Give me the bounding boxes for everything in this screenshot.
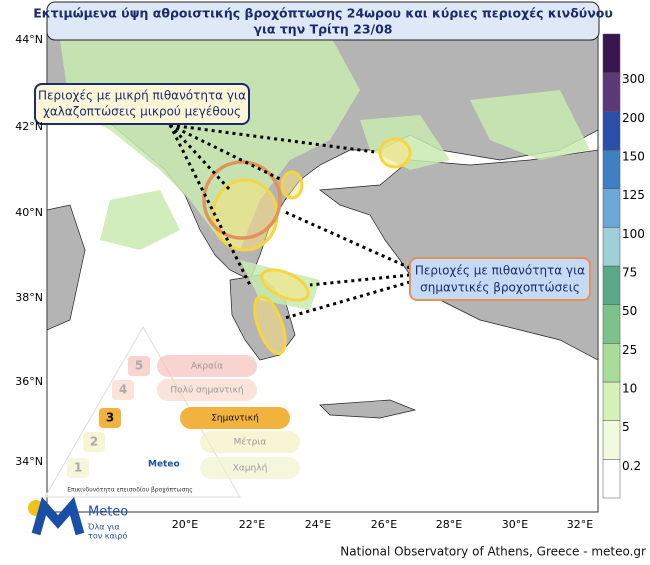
lon-label: 22°E	[239, 518, 265, 531]
lon-label: 20°E	[172, 518, 198, 531]
lon-label: 26°E	[371, 518, 397, 531]
risk-label: Μέτρια	[234, 437, 267, 448]
lat-label: 42°N	[15, 120, 43, 133]
colorbar-label: 10	[622, 382, 637, 396]
lat-label: 40°N	[15, 206, 43, 219]
colorbar-label: 200	[622, 111, 645, 125]
risk-number-box	[67, 458, 89, 478]
annotation-box	[409, 257, 591, 301]
annotation-box	[34, 83, 250, 125]
title: Εκτιμώμενα ύψη αθροιστικής βροχόπτωσης 2…	[33, 6, 613, 21]
risk-number: 5	[135, 359, 143, 373]
lon-label: 32°E	[567, 518, 593, 531]
risk-number: 3	[106, 411, 114, 425]
risk-brand: Meteo	[148, 460, 180, 470]
colorbar-label: 100	[622, 227, 645, 241]
risk-label: Χαμηλή	[233, 464, 268, 474]
risk-number-box	[83, 432, 105, 452]
colorbar-band	[602, 304, 621, 344]
risk-outline	[202, 160, 282, 240]
colorbar-label: 0.2	[622, 459, 641, 473]
risk-number-box	[128, 356, 150, 376]
lon-label: 28°E	[436, 518, 462, 531]
annotation: σημαντικές βροχοπτώσεις	[420, 281, 580, 295]
risk-number-box	[99, 408, 121, 428]
risk-label: Πολύ σημαντική	[170, 385, 243, 396]
colorbar-band	[602, 72, 621, 112]
colorbar-band	[602, 111, 621, 151]
risk-pill	[157, 355, 257, 377]
colorbar-band	[602, 343, 621, 383]
annotation: Περιοχές με μικρή πιθανότητα για	[38, 89, 246, 103]
risk-label: Σημαντική	[211, 414, 259, 424]
lat-label: 36°N	[15, 375, 43, 388]
logo	[28, 496, 85, 536]
risk-pill	[180, 407, 290, 429]
colorbar-band	[602, 265, 621, 305]
risk-pill	[157, 379, 257, 401]
logo-name: Meteo	[88, 505, 128, 520]
risk-label: Ακραία	[191, 362, 223, 372]
risk-number-box	[112, 380, 134, 400]
lat-label: 44°N	[15, 33, 43, 46]
title: για την Τρίτη 23/08	[254, 22, 393, 37]
logo-tagline: Όλα για	[87, 522, 120, 532]
colorbar-label: 150	[622, 150, 645, 164]
risk-caption: Επικινδυνότητα επεισοδίου βροχόπτωσης	[67, 487, 193, 494]
annotation: χαλαζοπτώσεις μικρού μεγέθους	[43, 105, 241, 119]
colorbar-band	[602, 420, 621, 460]
colorbar-label: 25	[622, 343, 637, 357]
logo-tagline: τον καιρό	[88, 531, 127, 541]
colorbar-band	[602, 33, 621, 73]
footer: National Observatory of Athens, Greece -…	[340, 545, 646, 559]
risk-number: 4	[119, 383, 127, 397]
risk-pill	[200, 431, 300, 453]
lat-label: 34°N	[15, 455, 43, 468]
lon-label: 30°E	[502, 518, 528, 531]
colorbar-band	[602, 188, 621, 228]
colorbar-label: 125	[622, 188, 645, 202]
colorbar-label: 75	[622, 266, 637, 280]
colorbar-label: 50	[622, 304, 637, 318]
lon-label: 24°E	[305, 518, 331, 531]
arrows	[168, 123, 411, 320]
lat-label: 38°N	[15, 291, 43, 304]
colorbar-band	[602, 227, 621, 267]
title-box	[46, 1, 600, 41]
risk-pill	[200, 457, 300, 479]
annotation: Περιοχές με πιθανότητα για	[415, 264, 585, 278]
risk-number: 2	[90, 435, 98, 449]
colorbar-band	[602, 459, 621, 499]
colorbar-label: 300	[622, 72, 645, 86]
colorbar-band	[602, 149, 621, 189]
risk-number: 1	[74, 461, 82, 475]
colorbar-label: 5	[622, 420, 630, 434]
colorbar-band	[602, 381, 621, 421]
